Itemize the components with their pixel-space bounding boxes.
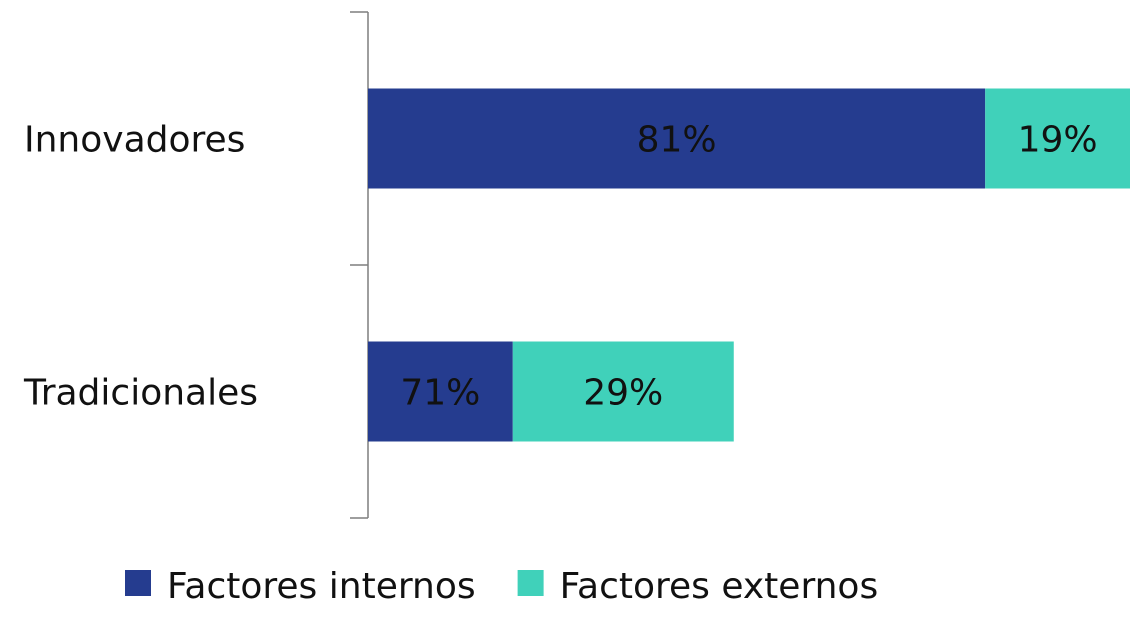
data-label: 81% — [637, 120, 717, 161]
legend-label: Factores internos — [167, 566, 476, 607]
bars: 81% 19% 71% 29% — [368, 88, 1130, 442]
data-label: 19% — [1018, 120, 1098, 161]
data-label: 71% — [400, 373, 480, 414]
category-axis — [350, 11, 369, 519]
legend-swatch — [125, 570, 151, 596]
legend-swatch — [517, 570, 544, 596]
category-label: Innovadores — [24, 120, 245, 161]
category-label: Tradicionales — [23, 373, 258, 414]
legend-label: Factores externos — [560, 566, 879, 607]
bar-factores-externos-tradicionales — [512, 341, 734, 442]
data-label: 29% — [583, 373, 663, 414]
bar-factores-externos-innovadores — [985, 88, 1130, 189]
bar-factores-internos-tradicionales — [368, 341, 513, 442]
category-labels: Innovadores Tradicionales — [23, 120, 258, 414]
bar-factores-internos-innovadores — [368, 88, 986, 189]
legend: Factores internos Factores externos — [125, 566, 878, 607]
